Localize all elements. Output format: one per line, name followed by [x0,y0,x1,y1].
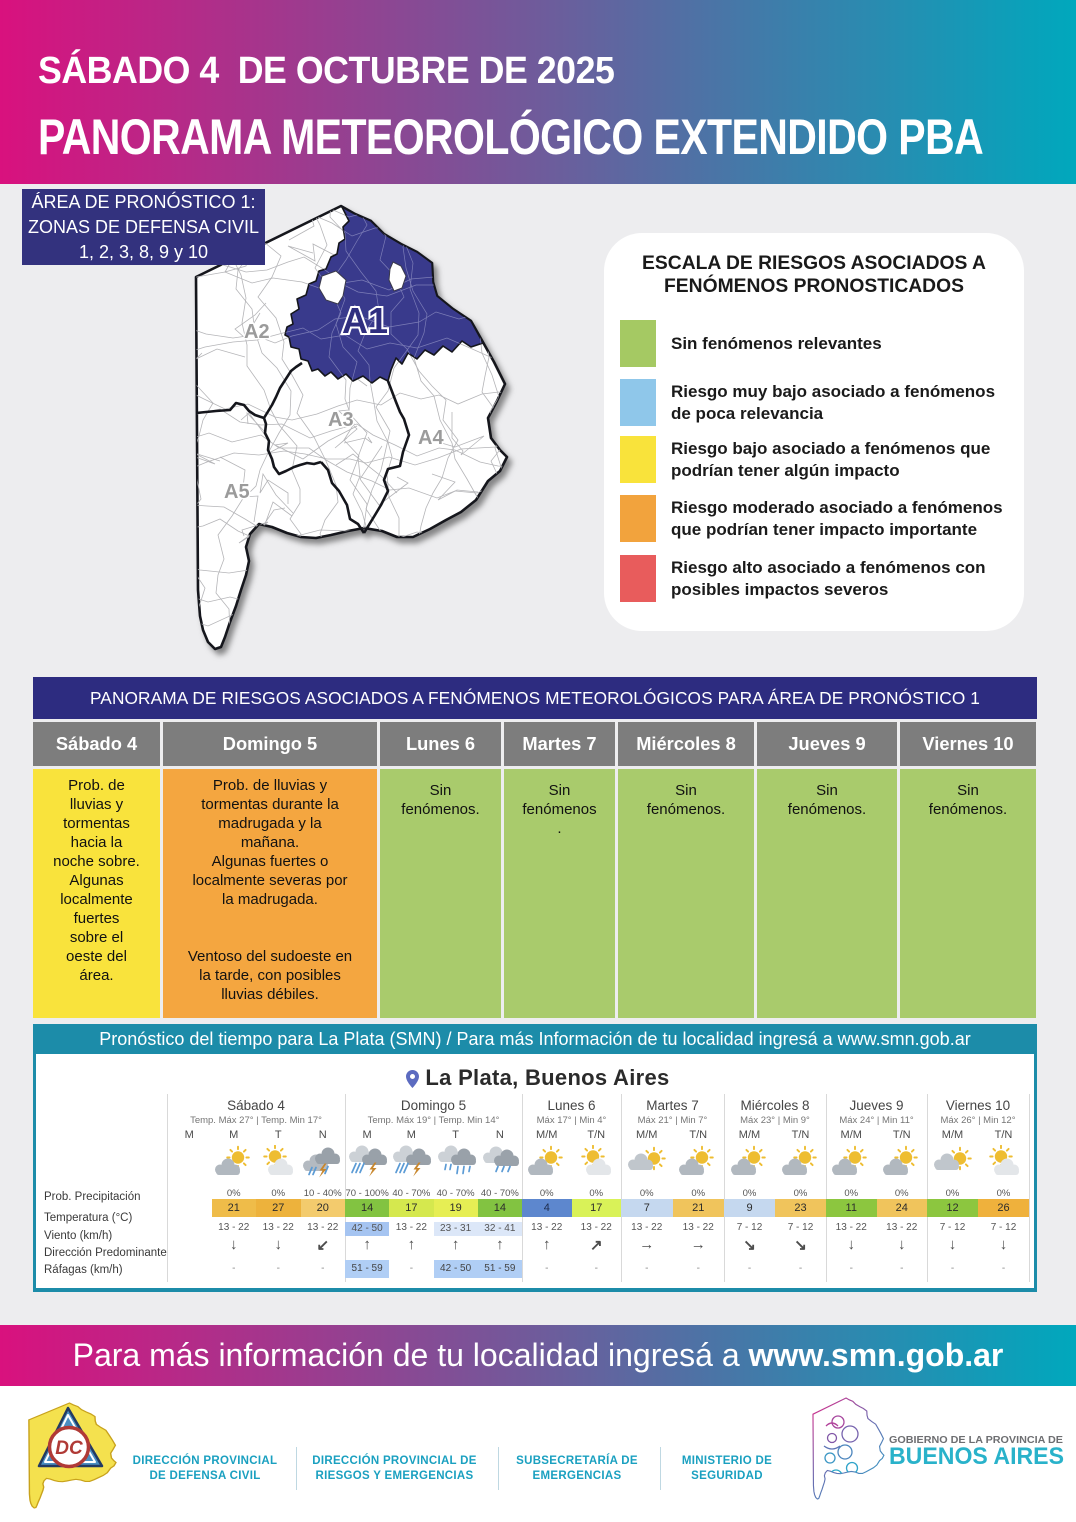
svg-text:A1: A1 [342,300,388,341]
svg-text:A2: A2 [244,321,270,343]
svg-text:A3: A3 [328,409,354,431]
svg-text:A4: A4 [418,427,444,449]
svg-text:GOBIERNO DE LA PROVINCIA DE: GOBIERNO DE LA PROVINCIA DE [889,1434,1063,1446]
svg-text:DC: DC [55,1438,83,1459]
svg-text:BUENOS AIRES: BUENOS AIRES [889,1443,1064,1470]
svg-text:A5: A5 [224,481,250,503]
